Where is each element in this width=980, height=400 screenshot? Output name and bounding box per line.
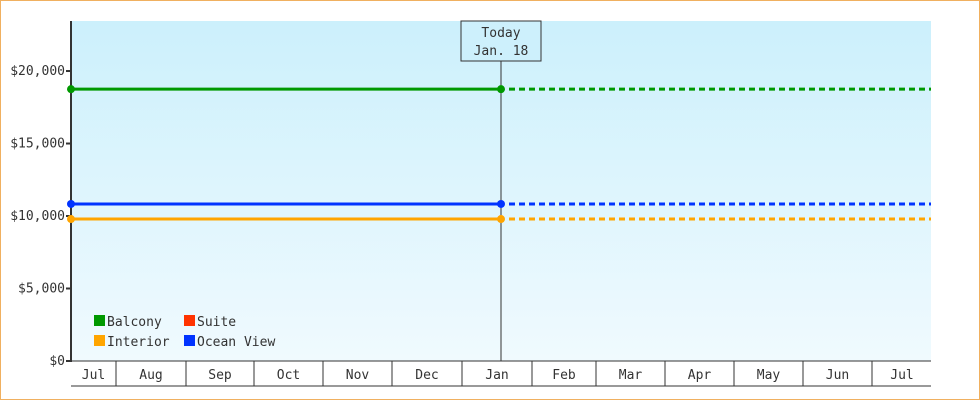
data-point: [67, 215, 75, 224]
legend-label: Suite: [197, 315, 236, 330]
x-tick-label: Mar: [619, 368, 643, 383]
y-tick-label: $10,000: [10, 209, 65, 224]
y-tick-label: $0: [49, 354, 65, 369]
x-tick-label: May: [757, 368, 781, 383]
x-tick-label: Feb: [552, 368, 576, 383]
legend-swatch: [94, 335, 105, 346]
x-tick-label: Jan: [485, 368, 508, 383]
x-tick-label: Apr: [688, 368, 712, 383]
legend-label: Interior: [107, 335, 170, 350]
legend-swatch: [184, 335, 195, 346]
x-tick-label: Jun: [826, 368, 849, 383]
legend-label: Balcony: [107, 315, 162, 330]
legend-label: Ocean View: [197, 335, 275, 350]
x-tick-label: Oct: [277, 368, 300, 383]
x-tick-label: Dec: [415, 368, 438, 383]
y-tick-label: $20,000: [10, 64, 65, 79]
x-tick-label: Aug: [139, 368, 162, 383]
today-box: [460, 20, 542, 62]
y-tick-label: $15,000: [10, 137, 65, 152]
data-point: [67, 199, 75, 208]
legend-swatch: [94, 315, 105, 326]
x-tick-label: Nov: [346, 368, 370, 383]
x-tick-label: Sep: [208, 368, 232, 383]
x-tick-label: Jul: [82, 368, 105, 383]
data-point: [497, 85, 505, 94]
y-tick-label: $5,000: [18, 282, 65, 297]
today-label: Today: [481, 26, 520, 41]
data-point: [497, 199, 505, 208]
legend-swatch: [184, 315, 195, 326]
data-point: [497, 215, 505, 224]
data-point: [67, 85, 75, 94]
x-tick-label: Jul: [890, 368, 913, 383]
today-date: Jan. 18: [474, 44, 529, 59]
